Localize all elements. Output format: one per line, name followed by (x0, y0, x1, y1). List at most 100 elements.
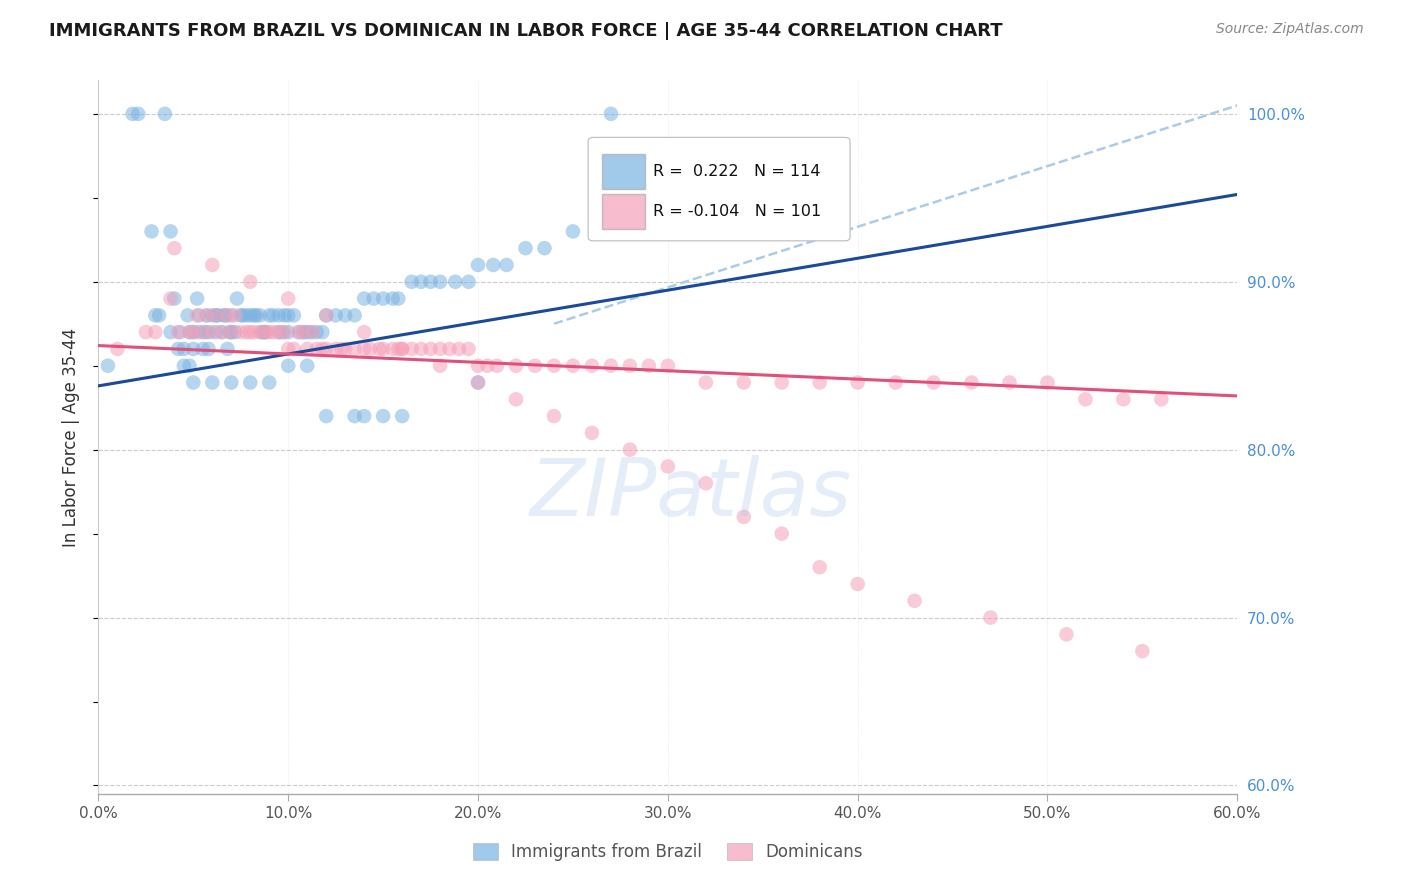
Point (183, 325, 205, 339)
Point (205, 309, 228, 323)
Point (207, 309, 229, 323)
Point (145, 309, 167, 323)
Point (221, 325, 243, 339)
Point (252, 325, 274, 339)
Point (205, 325, 228, 339)
Point (808, 560, 831, 574)
Point (292, 325, 315, 339)
Point (467, 258, 489, 272)
Point (401, 275, 423, 289)
FancyBboxPatch shape (602, 153, 645, 189)
Point (505, 359, 527, 373)
FancyBboxPatch shape (588, 137, 851, 241)
Point (299, 325, 322, 339)
Point (657, 208, 679, 222)
Point (267, 325, 290, 339)
Text: R =  0.222   N = 114: R = 0.222 N = 114 (652, 164, 821, 179)
Point (176, 309, 198, 323)
Point (267, 309, 290, 323)
Point (808, 376, 831, 390)
Point (1056, 627, 1078, 641)
Point (273, 325, 295, 339)
Point (214, 309, 236, 323)
Point (315, 309, 337, 323)
Point (353, 325, 375, 339)
Point (195, 309, 218, 323)
Point (619, 359, 641, 373)
Point (363, 292, 385, 306)
Point (141, 224, 163, 238)
Point (201, 325, 224, 339)
Point (444, 275, 467, 289)
Point (271, 325, 294, 339)
Point (600, 107, 623, 121)
Point (371, 342, 394, 356)
Point (212, 309, 235, 323)
Point (239, 309, 262, 323)
Point (235, 325, 257, 339)
Point (335, 342, 357, 356)
Point (505, 392, 527, 407)
Point (224, 309, 246, 323)
Point (211, 325, 233, 339)
Point (770, 526, 793, 541)
Point (581, 425, 603, 440)
Point (533, 241, 555, 255)
Point (277, 359, 299, 373)
Point (167, 342, 190, 356)
Point (191, 342, 214, 356)
Point (1150, 392, 1173, 407)
Point (277, 309, 299, 323)
Point (217, 309, 239, 323)
Point (619, 442, 641, 457)
Y-axis label: In Labor Force | Age 35-44: In Labor Force | Age 35-44 (62, 327, 80, 547)
Point (194, 325, 217, 339)
Point (243, 309, 266, 323)
Point (127, 107, 149, 121)
Point (391, 342, 413, 356)
Point (205, 309, 228, 323)
Point (179, 325, 201, 339)
Point (515, 241, 537, 255)
Point (846, 376, 869, 390)
Point (439, 342, 461, 356)
Point (292, 325, 315, 339)
Point (343, 342, 366, 356)
Point (998, 376, 1021, 390)
Point (638, 359, 661, 373)
Point (387, 292, 409, 306)
Point (183, 376, 205, 390)
Text: ZIPatlas: ZIPatlas (530, 455, 852, 533)
Point (1132, 644, 1154, 658)
Point (846, 577, 869, 591)
Point (960, 376, 983, 390)
Point (288, 325, 311, 339)
Point (429, 359, 451, 373)
Point (457, 342, 479, 356)
Point (188, 325, 211, 339)
Point (371, 292, 394, 306)
Point (179, 359, 201, 373)
Point (135, 325, 157, 339)
Point (495, 258, 517, 272)
Point (419, 275, 441, 289)
Point (159, 292, 181, 306)
Point (449, 342, 471, 356)
Point (259, 376, 281, 390)
Point (477, 359, 499, 373)
Point (97, 359, 120, 373)
Point (695, 476, 717, 491)
Point (359, 342, 381, 356)
Point (183, 342, 205, 356)
Point (239, 325, 262, 339)
Point (243, 325, 266, 339)
Point (211, 325, 233, 339)
Point (467, 376, 489, 390)
Point (186, 309, 208, 323)
Point (262, 309, 284, 323)
Point (371, 409, 394, 423)
Point (381, 292, 404, 306)
Point (254, 325, 277, 339)
Point (467, 376, 489, 390)
FancyBboxPatch shape (602, 194, 645, 229)
